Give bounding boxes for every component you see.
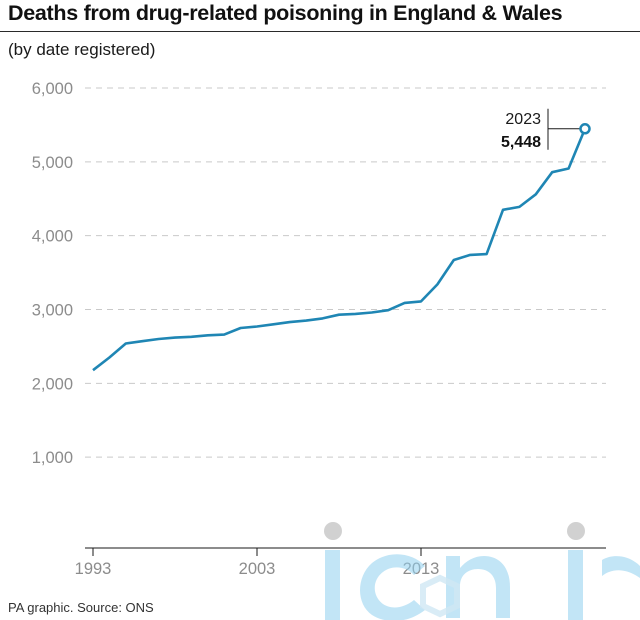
chart-title: Deaths from drug-related poisoning in En… [8, 1, 563, 25]
x-tick-label: 1993 [75, 560, 112, 578]
y-tick-label: 1,000 [32, 449, 73, 467]
title-divider [0, 31, 640, 32]
x-tick-label: 2003 [239, 560, 276, 578]
source-credit: PA graphic. Source: ONS [8, 600, 154, 615]
latest-value-annotation: 2023 5,448 [501, 108, 591, 151]
y-tick-label: 6,000 [32, 80, 73, 98]
y-tick-label: 5,000 [32, 154, 73, 172]
annotation-year: 2023 [505, 111, 541, 128]
chart-subtitle: (by date registered) [8, 40, 156, 59]
gridlines [85, 87, 606, 458]
data-point-marker-2023 [579, 123, 591, 135]
x-tick-label: 2013 [403, 560, 440, 578]
y-tick-label: 4,000 [32, 228, 73, 246]
y-axis-tick-labels: 1,000 2,000 3,000 4,000 5,000 6,000 [32, 80, 73, 467]
annotation-value: 5,448 [501, 134, 541, 151]
y-tick-label: 2,000 [32, 375, 73, 393]
x-axis-ticks: 1993 2003 2013 [75, 548, 440, 578]
y-tick-label: 3,000 [32, 302, 73, 320]
series-line-deaths [92, 128, 587, 372]
